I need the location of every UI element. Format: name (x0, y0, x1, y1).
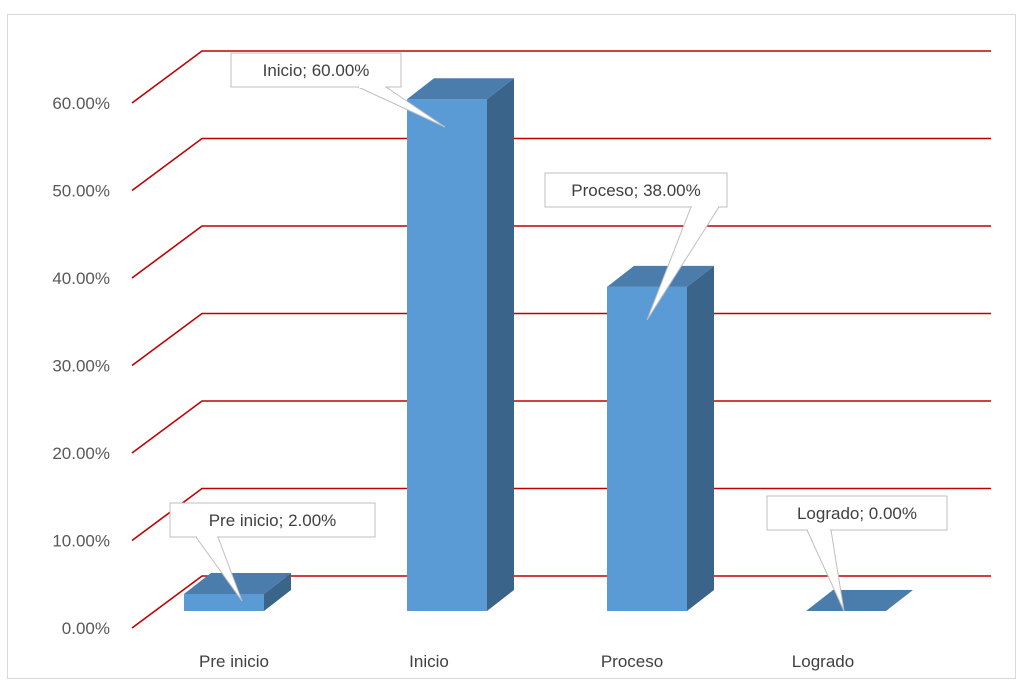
y-tick-label: 40.00% (52, 269, 110, 288)
bar-side-face (264, 572, 291, 611)
y-tick-label: 0.00% (62, 619, 110, 638)
callout-box (544, 172, 728, 208)
x-category-label: Proceso (601, 652, 663, 671)
bar-chart: 0.00% 10.00% 20.00% 30.00% 40.00% 50.00% 60.00… (52, 50, 991, 671)
x-category-label: Logrado (792, 652, 854, 671)
data-label-callout: Logrado; 0.00% (766, 495, 948, 612)
x-axis-categories: Pre inicio Inicio Proceso Logrado (199, 652, 854, 671)
x-category-label: Inicio (409, 652, 449, 671)
bar-top-face (806, 590, 913, 611)
callout-box (230, 52, 402, 88)
y-tick-label: 60.00% (52, 94, 110, 113)
y-axis-ticks: 0.00% 10.00% 20.00% 30.00% 40.00% 50.00% 60.00… (52, 94, 110, 638)
bar-front-face (184, 593, 264, 611)
gridlines (131, 50, 991, 629)
callout-box (766, 495, 948, 531)
data-label-callout: Proceso; 38.00% (544, 172, 728, 321)
y-tick-label: 10.00% (52, 532, 110, 551)
bar (607, 265, 714, 611)
data-label: Inicio; 60.00% (263, 61, 370, 80)
bar (184, 572, 291, 611)
gridline (131, 137, 991, 192)
x-category-label: Pre inicio (199, 652, 269, 671)
bar-front-face (407, 99, 487, 611)
chart-area: 0.00% 10.00% 20.00% 30.00% 40.00% 50.00% 60.00… (7, 14, 1016, 679)
gridline (131, 312, 991, 367)
data-label: Proceso; 38.00% (571, 181, 700, 200)
bar-side-face (487, 78, 514, 611)
gridline (131, 487, 991, 542)
gridline (131, 50, 991, 104)
bar-front-face (607, 286, 687, 611)
y-tick-label: 50.00% (52, 182, 110, 201)
data-labels: Pre inicio; 2.00% Inicio; 60.00% Proceso; … (169, 52, 948, 612)
bars (184, 78, 913, 611)
data-label-callout: Inicio; 60.00% (230, 52, 446, 128)
y-tick-label: 30.00% (52, 357, 110, 376)
data-label-callout: Pre inicio; 2.00% (169, 502, 376, 602)
gridline (131, 400, 991, 454)
bar-top-face (607, 265, 714, 287)
bar-top-face (407, 78, 514, 100)
gridline (131, 225, 991, 279)
data-label: Logrado; 0.00% (797, 504, 917, 523)
gridline (131, 575, 991, 629)
callout-box (169, 502, 376, 538)
bar (407, 78, 514, 611)
bar (806, 590, 913, 611)
bar-top-face (184, 572, 291, 594)
bar-side-face (687, 265, 714, 611)
y-tick-label: 20.00% (52, 444, 110, 463)
data-label: Pre inicio; 2.00% (209, 511, 337, 530)
